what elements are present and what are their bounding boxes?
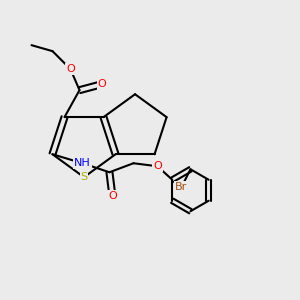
Text: O: O [108, 191, 117, 201]
Text: O: O [98, 79, 106, 89]
Text: Br: Br [175, 182, 188, 192]
Text: O: O [153, 161, 162, 171]
Text: NH: NH [74, 158, 91, 168]
Text: S: S [80, 172, 88, 182]
Text: O: O [66, 64, 75, 74]
